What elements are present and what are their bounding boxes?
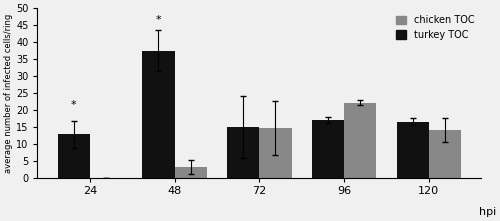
Bar [344,103,376,178]
Bar [58,134,90,178]
Text: *: * [71,100,76,110]
Legend: chicken TOC, turkey TOC: chicken TOC, turkey TOC [394,13,476,42]
Bar [429,130,461,178]
Bar [142,51,174,178]
Bar [312,120,344,178]
Bar [396,122,429,178]
Bar [260,128,292,178]
Y-axis label: average number of infected cells/ring: average number of infected cells/ring [4,13,13,173]
Bar [227,127,260,178]
Text: *: * [156,15,162,25]
Bar [174,167,207,178]
Text: hpi: hpi [480,207,496,217]
